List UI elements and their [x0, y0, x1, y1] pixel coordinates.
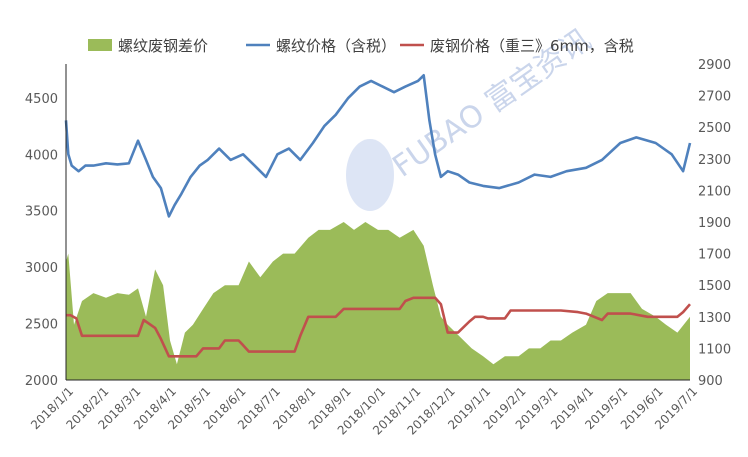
- right-axis-tick-label: 1700: [698, 248, 731, 263]
- legend-item: 螺纹废钢差价: [88, 37, 208, 55]
- legend-label: 废钢价格（重三》6mm，含税: [430, 37, 634, 55]
- series-area-spread: [66, 222, 690, 380]
- left-axis-tick-label: 3000: [25, 261, 58, 276]
- right-axis-tick-label: 1100: [698, 342, 731, 357]
- left-axis-tick-label: 2000: [25, 374, 58, 389]
- right-axis-tick-label: 1300: [698, 311, 731, 326]
- left-axis-tick-label: 3500: [25, 205, 58, 220]
- right-axis-tick-label: 1900: [698, 216, 731, 231]
- right-axis-tick-label: 2700: [698, 90, 731, 105]
- left-axis-tick-label: 4500: [25, 92, 58, 107]
- right-axis-tick-label: 900: [698, 374, 723, 389]
- legend-item: 废钢价格（重三》6mm，含税: [400, 37, 634, 55]
- plot-area: [64, 74, 692, 380]
- right-axis-tick-label: 2500: [698, 121, 731, 136]
- legend-label: 螺纹价格（含税）: [276, 37, 396, 55]
- legend-label: 螺纹废钢差价: [118, 37, 208, 55]
- legend-item: 螺纹价格（含税）: [246, 37, 396, 55]
- right-axis-tick-label: 2300: [698, 153, 731, 168]
- right-axis-tick-label: 1500: [698, 279, 731, 294]
- legend-swatch: [88, 39, 112, 51]
- right-axis-tick-label: 2900: [698, 58, 731, 73]
- series-line-scrap-price: [66, 296, 691, 358]
- right-axis-tick-label: 2100: [698, 184, 731, 199]
- legend: 螺纹废钢差价 螺纹价格（含税） 废钢价格（重三》6mm，含税: [88, 37, 634, 55]
- series-line-rebar-price: [64, 74, 692, 218]
- left-axis-tick-label: 4000: [25, 148, 58, 163]
- watermark-logo-icon: [346, 139, 394, 211]
- left-axis-tick-label: 2500: [25, 318, 58, 333]
